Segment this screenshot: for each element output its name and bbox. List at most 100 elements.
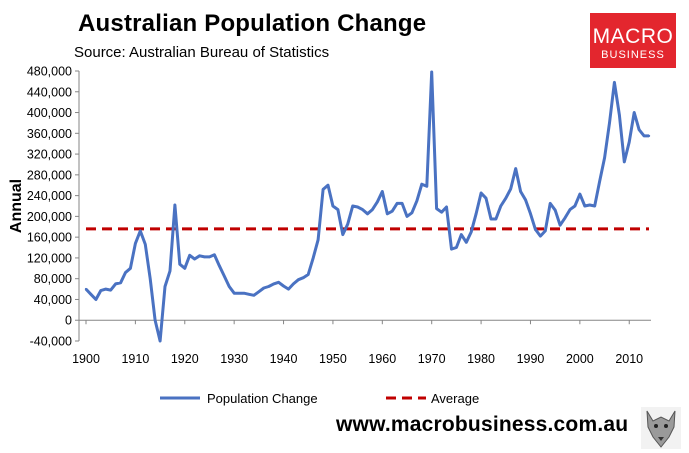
y-tick-label: -40,000 [30, 335, 72, 349]
data-point [232, 292, 236, 295]
data-point [549, 202, 552, 205]
x-tick-label: 1940 [270, 352, 298, 366]
data-point [618, 113, 621, 117]
data-point [124, 271, 127, 274]
data-point [134, 242, 137, 245]
data-point [598, 180, 601, 183]
data-points [84, 70, 651, 343]
data-point [153, 319, 157, 322]
y-tick-label: 360,000 [27, 127, 72, 141]
chart-title: Australian Population Change [78, 10, 427, 37]
data-point [637, 128, 641, 131]
x-tick-label: 1910 [121, 352, 149, 366]
data-point [149, 277, 152, 280]
data-point [267, 285, 270, 288]
data-point [114, 282, 117, 286]
data-point [89, 293, 93, 296]
x-tick-label: 2010 [615, 352, 643, 366]
y-tick-label: 80,000 [34, 272, 72, 286]
data-point [593, 204, 596, 208]
data-point [163, 285, 167, 288]
y-ticks: -40,000 0 40,000 80,000 120,000 160,000 200,00… [27, 65, 79, 349]
y-tick-label: 400,000 [27, 106, 72, 120]
data-point [366, 212, 369, 215]
data-point [390, 209, 394, 213]
y-tick-label: 440,000 [27, 85, 72, 99]
data-point [558, 224, 562, 227]
data-point [223, 274, 226, 278]
data-point [237, 292, 241, 295]
population-change-line [84, 70, 649, 343]
data-point [474, 212, 478, 215]
data-point [460, 233, 463, 236]
data-point [450, 247, 453, 251]
data-point [311, 256, 315, 260]
data-point [568, 208, 572, 211]
data-point [203, 255, 206, 259]
data-point [287, 287, 290, 291]
data-point [420, 182, 424, 186]
data-point [573, 204, 577, 208]
data-point [139, 229, 142, 233]
y-axis-label: Annual [8, 179, 25, 233]
data-point [400, 202, 404, 205]
y-tick-label: 240,000 [27, 189, 72, 203]
data-point [381, 190, 384, 193]
logo-line-2: BUSINESS [601, 49, 665, 61]
data-point [94, 298, 98, 301]
data-point [376, 200, 379, 204]
y-tick-label: 280,000 [27, 168, 72, 182]
data-point [445, 205, 448, 209]
data-point [257, 290, 261, 293]
y-tick-label: 120,000 [27, 251, 72, 265]
y-tick-label: 480,000 [27, 65, 72, 79]
data-point [262, 286, 265, 290]
data-point [282, 284, 285, 288]
data-point [440, 211, 443, 214]
data-point [292, 282, 295, 286]
data-point [371, 208, 374, 211]
data-point [499, 204, 503, 208]
macrobusiness-logo: MACRO BUSINESS [590, 13, 676, 68]
data-point [252, 294, 256, 297]
x-ticks: 1900 1910 1920 1930 1940 1950 1960 1970 1980 1990… [72, 320, 643, 366]
data-point [425, 185, 428, 188]
data-point [519, 190, 522, 193]
data-point [331, 204, 335, 208]
data-point [129, 267, 132, 270]
x-tick-label: 1990 [517, 352, 545, 366]
data-point [613, 81, 616, 84]
data-point [603, 156, 606, 159]
data-point [297, 278, 300, 281]
data-point [321, 188, 325, 191]
data-point [489, 217, 493, 221]
data-point [247, 293, 251, 296]
x-tick-label: 1980 [467, 352, 495, 366]
data-point [193, 257, 196, 261]
data-point [430, 70, 433, 74]
data-point [326, 184, 330, 187]
data-point [351, 204, 354, 208]
data-point [99, 289, 103, 292]
x-tick-label: 1920 [171, 352, 199, 366]
data-point [544, 229, 547, 233]
data-point [509, 187, 512, 191]
logo-line-1: MACRO [592, 25, 674, 48]
data-point [218, 264, 221, 267]
data-point [188, 254, 191, 257]
data-point [84, 287, 88, 291]
y-tick-label: 40,000 [34, 293, 72, 307]
data-point [395, 202, 399, 205]
x-tick-label: 1900 [72, 352, 100, 366]
data-point [208, 255, 211, 259]
data-point [356, 205, 359, 209]
x-tick-label: 1950 [319, 352, 347, 366]
y-tick-label: 320,000 [27, 148, 72, 162]
data-point [623, 160, 626, 164]
data-point [415, 199, 419, 203]
data-point [539, 234, 542, 238]
data-point [316, 238, 320, 241]
data-point [213, 253, 216, 257]
data-point [578, 192, 582, 196]
website-url: www.macrobusiness.com.au [336, 413, 629, 436]
